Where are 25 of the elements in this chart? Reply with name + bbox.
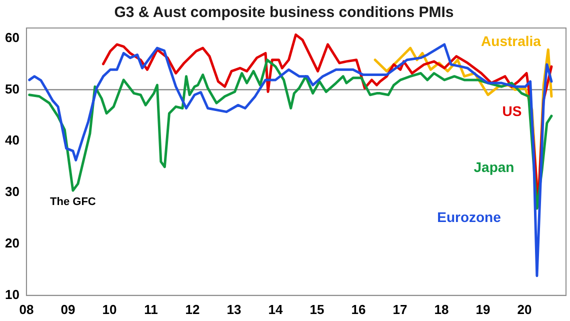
- x-tick-label: 19: [476, 302, 490, 317]
- x-tick-label: 14: [268, 302, 284, 317]
- annotation: The GFC: [50, 196, 96, 208]
- x-tick-label: 08: [19, 302, 34, 317]
- y-tick-label: 10: [4, 286, 20, 302]
- x-tick-label: 12: [185, 302, 200, 317]
- x-tick-label: 13: [226, 302, 242, 317]
- series-label: US: [502, 102, 522, 119]
- x-tick-label: 16: [351, 302, 366, 317]
- x-tick-label: 11: [144, 302, 158, 317]
- x-tick-label: 09: [60, 302, 76, 317]
- y-tick-label: 50: [4, 81, 20, 96]
- y-tick-label: 60: [4, 30, 20, 45]
- x-tick-label: 10: [102, 302, 117, 317]
- series-label: Japan: [474, 158, 514, 175]
- text: Eurozone: [437, 208, 502, 225]
- y-tick-label: 20: [4, 236, 20, 251]
- x-tick-label: 15: [310, 302, 324, 317]
- x-tick-label: 17: [392, 302, 408, 317]
- x-tick-label: 20: [517, 302, 532, 317]
- x-tick-label: 18: [434, 302, 449, 317]
- y-tick-label: 40: [4, 132, 20, 148]
- chart-title: G3 & Aust composite business conditions PMIs: [114, 4, 454, 22]
- y-tick-label: 30: [4, 184, 20, 200]
- series-label: Australia: [481, 32, 542, 49]
